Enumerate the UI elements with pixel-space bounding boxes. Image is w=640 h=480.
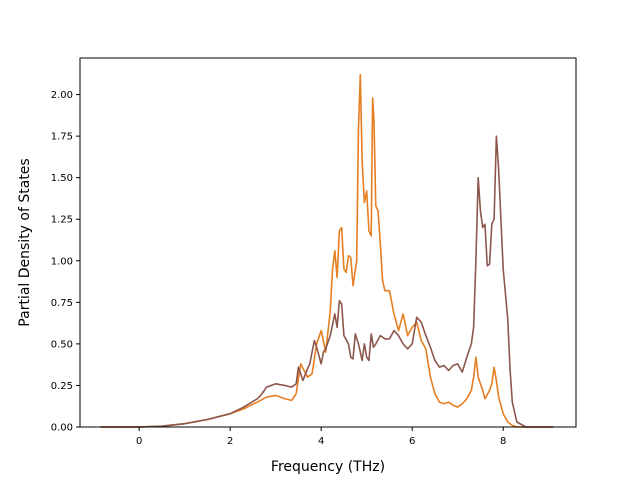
- y-tick-label: 1.50: [51, 173, 73, 184]
- x-tick-label: 0: [136, 436, 142, 447]
- y-tick-label: 2.00: [51, 90, 73, 101]
- y-tick-label: 1.25: [51, 215, 73, 226]
- y-tick-label: 1.00: [51, 256, 73, 267]
- y-axis-label: Partial Density of States: [17, 158, 33, 326]
- y-tick-label: 1.75: [51, 132, 73, 143]
- y-tick-label: 0.25: [51, 381, 73, 392]
- y-axis-ticks: 0.00 0.25 0.50 0.75 1.00 1.25 1.50 1.75 2.00: [51, 90, 80, 434]
- x-tick-label: 6: [409, 436, 415, 447]
- x-tick-label: 8: [500, 436, 506, 447]
- y-tick-label: 0.00: [51, 423, 73, 434]
- y-tick-label: 0.50: [51, 339, 73, 350]
- x-tick-label: 4: [318, 436, 324, 447]
- series-line-2: [100, 135, 554, 428]
- plot-frame: [79, 57, 577, 428]
- x-axis-label: Frequency (THz): [271, 459, 385, 475]
- series-line-1: [100, 73, 554, 428]
- y-tick-label: 0.75: [51, 298, 73, 309]
- x-axis-ticks: 0 2 4 6 8: [136, 427, 506, 447]
- x-tick-label: 2: [227, 436, 233, 447]
- series-layer: [100, 73, 554, 428]
